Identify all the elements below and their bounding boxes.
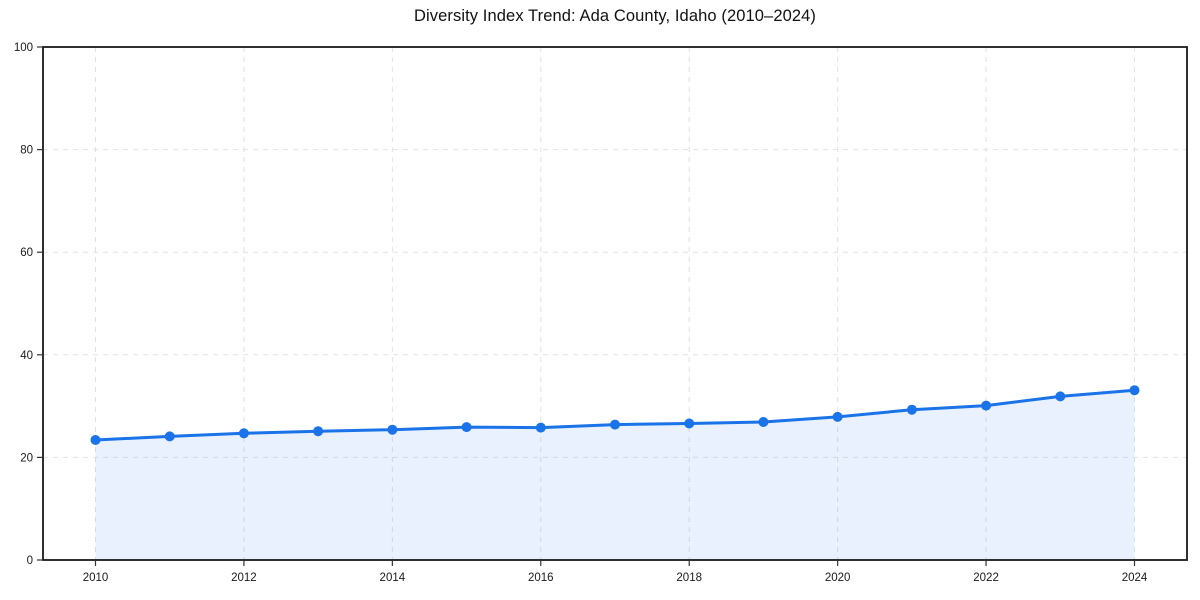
data-point <box>164 431 175 442</box>
data-point <box>387 424 398 435</box>
x-tick-label: 2018 <box>676 572 702 584</box>
axis-spines <box>42 46 1188 561</box>
x-tick-label: 2020 <box>825 572 851 584</box>
data-point <box>238 428 249 439</box>
x-tick-label: 2014 <box>380 572 406 584</box>
data-point <box>535 422 546 433</box>
x-tick-label: 2016 <box>528 572 554 584</box>
y-tick-label: 80 <box>20 145 33 157</box>
data-point <box>832 411 843 422</box>
data-point <box>906 404 917 415</box>
data-point <box>1129 385 1140 396</box>
area-fill <box>95 390 1135 560</box>
x-tick-label: 2010 <box>83 572 109 584</box>
data-point <box>758 417 769 427</box>
y-tick-label: 40 <box>20 350 33 362</box>
chart-title: Diversity Index Trend: Ada County, Idaho… <box>413 7 817 25</box>
y-tick-label: 20 <box>20 452 33 464</box>
data-point <box>461 422 472 433</box>
y-tick-label: 0 <box>27 555 33 567</box>
x-tick-label: 2022 <box>973 572 999 584</box>
x-tick-label: 2012 <box>231 572 257 584</box>
data-point <box>90 435 101 445</box>
data-point <box>981 400 992 411</box>
data-point <box>610 419 620 430</box>
data-point <box>1055 391 1066 402</box>
data-point <box>313 426 324 437</box>
y-tick-label: 100 <box>14 42 33 54</box>
x-tick-label: 2024 <box>1122 572 1148 584</box>
y-tick-label: 60 <box>20 247 33 259</box>
data-point <box>684 418 695 429</box>
